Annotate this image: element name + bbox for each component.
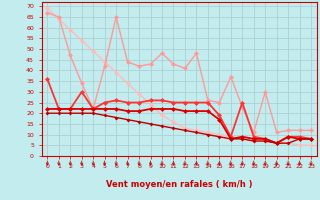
X-axis label: Vent moyen/en rafales ( km/h ): Vent moyen/en rafales ( km/h ) xyxy=(106,180,252,189)
